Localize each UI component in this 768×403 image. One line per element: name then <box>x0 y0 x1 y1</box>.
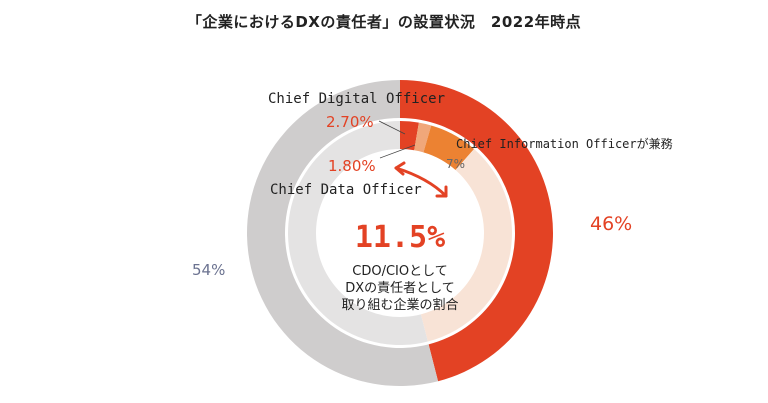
center-value: 11.5% <box>355 220 445 255</box>
double-arrow-icon <box>394 161 448 198</box>
inner-ring-slice-4 <box>288 121 428 345</box>
chart-title: 「企業におけるDXの責任者」の設置状況 2022年時点 <box>186 13 582 31</box>
label-chief-information-officer: Chief Information Officerが兼務 <box>456 136 673 151</box>
center-text-line-2: DXの責任者として <box>345 281 455 296</box>
outer-ring-slice-0 <box>400 80 554 382</box>
inner-ring-slice-1 <box>414 122 432 153</box>
leader-line-cdo-digital <box>378 120 406 135</box>
outer-label-46: 46% <box>590 213 632 235</box>
label-chief-data-officer: Chief Data Officer <box>270 182 422 198</box>
center-text-line-1: CDO/CIOとして <box>352 264 447 279</box>
inner-ring-slice-2 <box>423 125 475 170</box>
leader-line-cdo-data <box>379 144 416 159</box>
label-chief-digital-officer: Chief Digital Officer <box>268 91 445 107</box>
inner-ring-slice-3 <box>420 148 513 342</box>
value-chief-information-officer: 7% <box>446 157 465 171</box>
value-chief-data-officer: 1.80% <box>328 157 376 175</box>
outer-label-54: 54% <box>192 261 225 279</box>
inner-ring-slice-0 <box>400 121 419 151</box>
value-chief-digital-officer: 2.70% <box>326 113 374 131</box>
center-text-line-3: 取り組む企業の割合 <box>341 297 458 313</box>
outer-ring-slice-1 <box>247 80 439 386</box>
